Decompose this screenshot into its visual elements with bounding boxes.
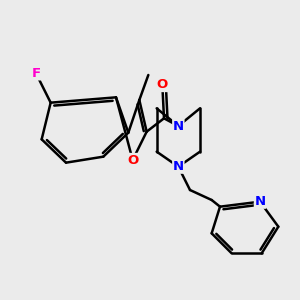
Text: N: N [254, 195, 266, 208]
Text: O: O [127, 154, 138, 166]
Text: N: N [173, 119, 184, 133]
Text: F: F [32, 67, 40, 80]
Text: N: N [173, 160, 184, 173]
Text: O: O [157, 79, 168, 92]
